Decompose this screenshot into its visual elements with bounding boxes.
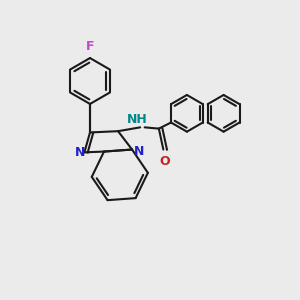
Text: O: O	[160, 155, 170, 168]
Text: N: N	[134, 145, 144, 158]
Text: F: F	[86, 40, 94, 53]
Text: NH: NH	[127, 113, 148, 126]
Text: N: N	[75, 146, 86, 159]
